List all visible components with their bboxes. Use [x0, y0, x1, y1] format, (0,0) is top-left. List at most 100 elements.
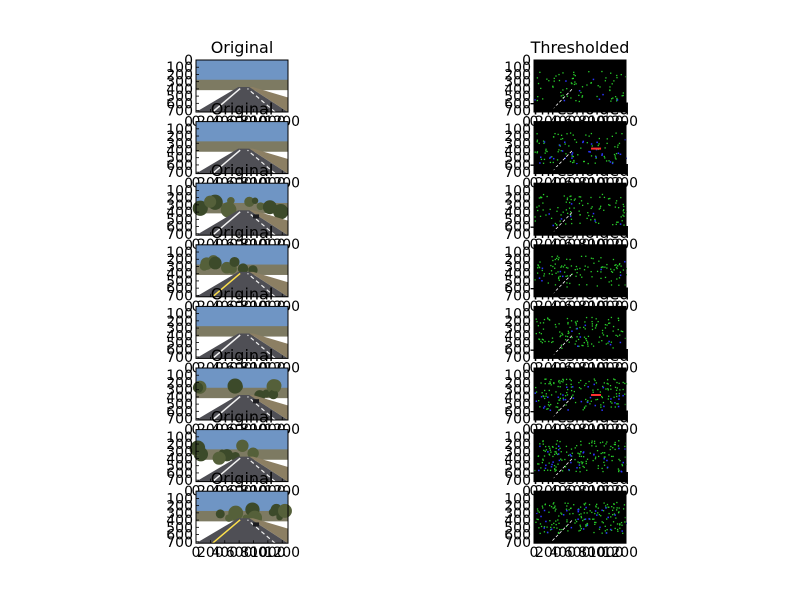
threshold-pixel-green	[595, 325, 597, 327]
threshold-pixel-green	[591, 440, 593, 442]
threshold-pixel-green	[601, 266, 603, 268]
threshold-pixel-green	[585, 525, 588, 527]
y-tick-label: 200	[504, 499, 531, 515]
threshold-pixel-green	[546, 317, 549, 319]
threshold-pixel-green	[616, 501, 618, 504]
threshold-pixel-green	[604, 266, 606, 268]
tree	[273, 204, 289, 220]
threshold-pixel-green	[557, 271, 559, 273]
threshold-pixel-green	[551, 445, 554, 448]
panel-title: Thresholded	[530, 469, 630, 488]
threshold-pixel-green	[612, 224, 614, 226]
threshold-pixel-green	[605, 505, 607, 507]
threshold-pixel-green	[536, 99, 539, 102]
threshold-pixel-green	[576, 445, 578, 447]
threshold-pixel-green	[605, 443, 607, 445]
threshold-pixel-green	[606, 379, 609, 381]
threshold-pixel-green	[610, 284, 613, 286]
threshold-pixel-green	[566, 286, 568, 288]
threshold-pixel-green	[548, 80, 550, 82]
threshold-pixel-green	[570, 389, 573, 392]
threshold-pixel-green	[552, 161, 554, 164]
threshold-pixel-green	[574, 321, 577, 323]
threshold-pixel-green	[570, 218, 573, 220]
road-shoulder	[249, 271, 288, 297]
threshold-pixel-green	[538, 338, 541, 341]
threshold-pixel-blue	[534, 99, 536, 101]
threshold-pixel-blue	[601, 509, 603, 512]
threshold-pixel-green	[622, 94, 624, 97]
tree	[269, 379, 282, 392]
threshold-pixel-green	[610, 268, 612, 270]
threshold-pixel-green	[602, 470, 604, 473]
threshold-pixel-green	[569, 258, 571, 261]
threshold-pixel-green	[598, 143, 600, 145]
threshold-pixel-green	[579, 326, 581, 329]
threshold-pixel-green	[570, 507, 572, 509]
threshold-pixel-blue	[557, 396, 560, 399]
threshold-pixel-green	[573, 73, 575, 76]
y-tick-label: 300	[166, 136, 193, 152]
threshold-pixel-green	[558, 379, 560, 382]
threshold-pixel-green	[554, 470, 556, 472]
threshold-pixel-green	[609, 89, 611, 92]
threshold-pixel-green	[624, 516, 627, 519]
y-tick-label: 0	[184, 299, 193, 315]
threshold-pixel-green	[602, 401, 605, 404]
threshold-pixel-green	[549, 161, 552, 164]
threshold-pixel-green	[542, 202, 544, 204]
threshold-pixel-green	[600, 515, 602, 517]
y-tick-label: 200	[504, 67, 531, 83]
threshold-pixel-blue	[539, 156, 542, 158]
vehicle	[253, 522, 260, 527]
tree	[190, 440, 206, 456]
threshold-pixel-green	[566, 505, 568, 507]
threshold-pixel-green	[560, 150, 562, 152]
threshold-pixel-blue	[576, 327, 578, 330]
threshold-pixel-green	[578, 332, 580, 335]
threshold-pixel-green	[575, 322, 577, 324]
threshold-pixel-green	[604, 456, 606, 458]
threshold-pixel-green	[567, 332, 569, 335]
threshold-pixel-green	[562, 379, 565, 381]
y-tick-label: 100	[166, 368, 193, 384]
threshold-pixel-green	[543, 318, 546, 321]
threshold-pixel-blue	[561, 150, 564, 152]
threshold-pixel-green	[616, 509, 618, 511]
threshold-pixel-green	[540, 158, 543, 161]
threshold-pixel-green	[583, 407, 586, 409]
threshold-pixel-green	[580, 461, 582, 463]
threshold-pixel-green	[589, 403, 591, 405]
threshold-pixel-green	[554, 263, 556, 265]
y-tick-label: 400	[504, 513, 531, 529]
threshold-pixel-green	[595, 399, 597, 401]
threshold-pixel-green	[607, 319, 610, 321]
threshold-pixel-blue	[585, 506, 587, 509]
panel-title: Thresholded	[530, 223, 630, 242]
threshold-pixel-green	[562, 397, 564, 399]
y-tick-label: 400	[166, 328, 193, 344]
threshold-pixel-green	[589, 452, 591, 454]
y-tick-label: 200	[504, 375, 531, 391]
threshold-pixel-green	[536, 151, 539, 153]
threshold-pixel-green	[622, 92, 624, 94]
threshold-pixel-green	[610, 316, 613, 319]
threshold-pixel-blue	[577, 518, 579, 520]
threshold-pixel-green	[554, 267, 556, 269]
threshold-pixel-green	[537, 463, 539, 465]
threshold-pixel-green	[580, 91, 582, 94]
threshold-pixel-blue	[605, 507, 607, 509]
threshold-pixel-green	[586, 458, 589, 460]
threshold-pixel-blue	[601, 153, 604, 155]
threshold-pixel-green	[614, 206, 617, 208]
threshold-pixel-green	[536, 206, 538, 208]
threshold-background	[534, 491, 626, 544]
threshold-pixel-green	[611, 135, 614, 138]
x-tick-label: 0	[192, 545, 201, 561]
panel-title: Thresholded	[530, 408, 630, 427]
threshold-pixel-blue	[566, 386, 568, 389]
threshold-pixel-green	[556, 210, 558, 212]
threshold-pixel-green	[616, 267, 618, 270]
threshold-pixel-green	[536, 508, 539, 510]
threshold-pixel-blue	[559, 270, 562, 273]
